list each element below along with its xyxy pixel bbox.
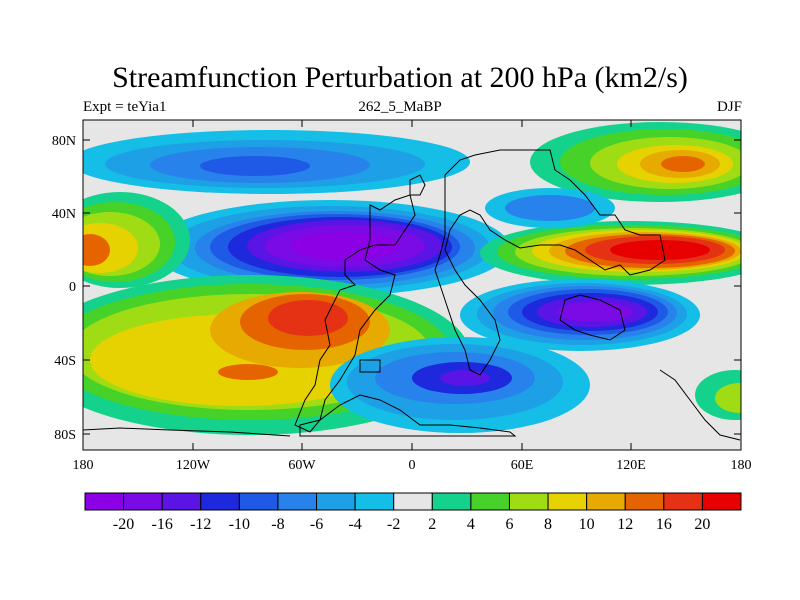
- lat-labels: 80N 40N 0 40S 80S: [52, 134, 76, 443]
- season-label: DJF: [716, 99, 742, 115]
- positive-anomaly-northeast: [530, 122, 741, 202]
- colorbar-swatch: [624, 492, 665, 511]
- colorbar-label: -10: [229, 516, 250, 533]
- colorbar-swatch: [277, 492, 318, 511]
- contour-field: [83, 120, 741, 450]
- colorbar-swatch: [238, 492, 279, 511]
- negative-anomaly-central-asia: [485, 188, 615, 228]
- positive-anomaly-asia: [480, 221, 741, 285]
- coastline-eurasia-africa: [434, 149, 666, 376]
- colorbar-swatch: [316, 492, 356, 511]
- colorbar-swatch: [701, 492, 742, 511]
- negative-anomaly-southern-ocean: [330, 337, 590, 433]
- coastline-americas: [294, 194, 416, 433]
- colorbar-swatch: [470, 492, 510, 511]
- colorbar-label: -12: [190, 516, 211, 533]
- lon-tick-marks: [82, 120, 742, 450]
- colorbar-swatch: [84, 492, 125, 511]
- lon-labels: 180 120W 60W 0 60E 120E 180: [73, 458, 752, 473]
- colorbar-label: 20: [694, 516, 710, 533]
- colorbar-label: 16: [656, 516, 672, 533]
- case-label: 262_5_MaBP: [358, 99, 442, 115]
- lon-label-180e: 180: [731, 458, 752, 473]
- colorbar-label: -4: [348, 516, 361, 533]
- lon-label-180w: 180: [73, 458, 94, 473]
- lat-tick-marks: [83, 139, 741, 435]
- lat-label-40s: 40S: [54, 354, 76, 369]
- colorbar-label: 10: [579, 516, 595, 533]
- coastline-south-america-tip: [83, 427, 291, 437]
- colorbar-swatch: [200, 492, 240, 511]
- positive-anomaly-west-edge: [83, 192, 190, 288]
- lat-label-80n: 80N: [52, 134, 76, 149]
- colorbar-label: -16: [152, 516, 173, 533]
- negative-anomaly-indian-ocean: [460, 279, 700, 351]
- lon-label-120w: 120W: [176, 458, 211, 473]
- experiment-label: Expt = teYia1: [83, 99, 167, 115]
- colorbar-label: 4: [467, 516, 475, 533]
- positive-anomaly-east-edge: [695, 370, 741, 420]
- colorbar-labels: -20 -16 -12 -10 -8 -6 -4 -2 2 4 6 8 10 12 16 20: [113, 516, 710, 533]
- lat-label-80s: 80S: [54, 428, 76, 443]
- lon-label-60e: 60E: [511, 458, 534, 473]
- colorbar-label: -8: [271, 516, 284, 533]
- coastline-antarctica: [299, 394, 517, 437]
- colorbar-swatch: [161, 492, 202, 511]
- colorbar-swatch: [354, 492, 395, 511]
- colorbar-label: -2: [387, 516, 400, 533]
- coastline-southern-edge: [659, 369, 741, 441]
- colorbar-label: 8: [544, 516, 552, 533]
- colorbar-label: 2: [428, 516, 436, 533]
- coastline: [83, 149, 741, 441]
- lon-label-60w: 60W: [288, 458, 316, 473]
- colorbar-swatch: [123, 492, 163, 511]
- colorbar-label: 12: [617, 516, 633, 533]
- negative-anomaly-north-pacific: [83, 130, 470, 194]
- lat-label-40n: 40N: [52, 207, 76, 222]
- lon-label-120e: 120E: [616, 458, 646, 473]
- plot-title: Streamfunction Perturbation at 200 hPa (…: [112, 61, 688, 94]
- colorbar-swatch: [586, 492, 626, 511]
- colorbar-swatch: [431, 492, 472, 511]
- colorbar-label: -20: [113, 516, 134, 533]
- lat-label-0: 0: [69, 280, 76, 295]
- coastline-small-island: [359, 359, 381, 373]
- colorbar-label: 6: [505, 516, 513, 533]
- coastline-greenland: [409, 174, 426, 196]
- coastline-australia: [559, 294, 626, 341]
- colorbar-swatch: [663, 492, 703, 511]
- colorbar-swatch: [393, 492, 433, 511]
- lon-label-0: 0: [409, 458, 416, 473]
- colorbar-label: -6: [310, 516, 323, 533]
- colorbar-swatch: [508, 492, 549, 511]
- colorbar: [84, 492, 742, 511]
- colorbar-swatch: [547, 492, 588, 511]
